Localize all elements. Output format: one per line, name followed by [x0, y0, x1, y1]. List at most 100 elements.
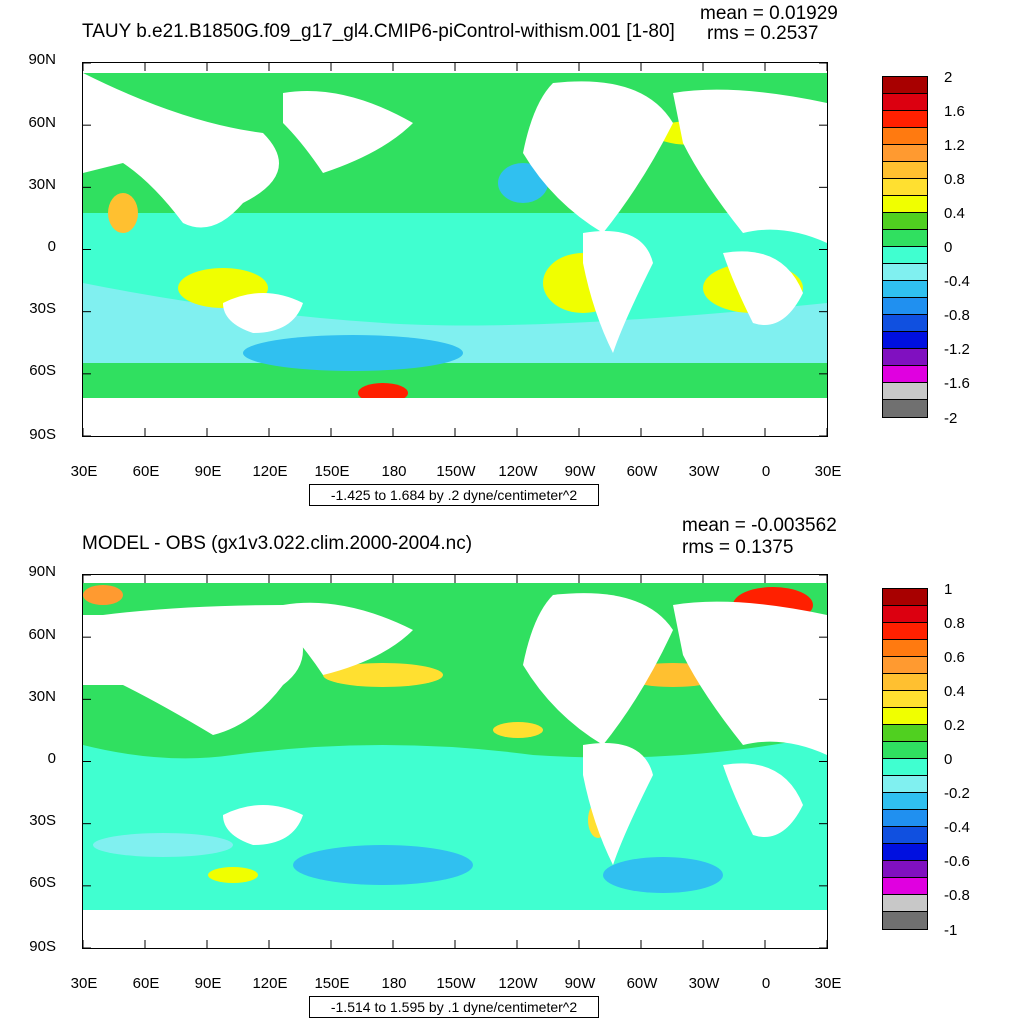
top-lat-label-90n: 90N — [28, 51, 56, 68]
top-colorbar-cell — [883, 111, 927, 128]
bottom-cb-label: 0.4 — [944, 683, 965, 700]
bottom-map — [82, 574, 828, 949]
top-colorbar-cell — [883, 145, 927, 162]
bottom-lat-label-60s: 60S — [29, 874, 56, 891]
top-colorbar-cell — [883, 332, 927, 349]
bottom-cb-label: -0.4 — [944, 819, 970, 836]
top-cb-label: 1.2 — [944, 137, 965, 154]
top-title: TAUY b.e21.B1850G.f09_g17_gl4.CMIP6-piCo… — [82, 21, 675, 42]
bottom-lon-label: 0 — [761, 975, 771, 992]
top-colorbar-cell — [883, 162, 927, 179]
top-cb-label: 0.4 — [944, 205, 965, 222]
bottom-colorbar-cell — [883, 623, 927, 640]
top-lon-label: 150W — [436, 463, 476, 480]
bottom-lat-label-90n: 90N — [28, 563, 56, 580]
top-colorbar — [882, 76, 928, 418]
bottom-colorbar-cell — [883, 742, 927, 759]
top-lon-label: 60E — [132, 463, 160, 480]
top-colorbar-cell — [883, 213, 927, 230]
bottom-lat-label-30n: 30N — [28, 688, 56, 705]
bottom-colorbar-cell — [883, 895, 927, 912]
top-lon-label: 30W — [688, 463, 720, 480]
top-cb-label: -1.2 — [944, 341, 970, 358]
bottom-lat-label-90s: 90S — [29, 938, 56, 955]
bottom-title: MODEL - OBS (gx1v3.022.clim.2000-2004.nc… — [82, 533, 473, 554]
bottom-colorbar-cell — [883, 810, 927, 827]
top-cb-label: 0.8 — [944, 171, 965, 188]
top-colorbar-cell — [883, 196, 927, 213]
top-range-box: -1.425 to 1.684 by .2 dyne/centimeter^2 — [309, 484, 599, 506]
top-lat-label-30n: 30N — [28, 176, 56, 193]
top-lon-label: 120W — [498, 463, 538, 480]
top-lon-label: 30E — [814, 463, 842, 480]
bottom-colorbar-cell — [883, 657, 927, 674]
top-colorbar-cell — [883, 264, 927, 281]
top-lat-label-30s: 30S — [29, 300, 56, 317]
top-colorbar-cell — [883, 298, 927, 315]
top-colorbar-cell — [883, 94, 927, 111]
bottom-cb-label: 1 — [944, 581, 953, 598]
bottom-lon-label: 30W — [688, 975, 720, 992]
bottom-colorbar-cell — [883, 759, 927, 776]
bottom-lat-label-60n: 60N — [28, 626, 56, 643]
bottom-cb-label: -0.8 — [944, 887, 970, 904]
bottom-lat-label-0: 0 — [47, 750, 56, 767]
top-cb-label: 1.6 — [944, 103, 965, 120]
bottom-lon-label: 120W — [498, 975, 538, 992]
bottom-lon-label: 150W — [436, 975, 476, 992]
top-lat-label-60s: 60S — [29, 362, 56, 379]
bottom-cb-label: 0.8 — [944, 615, 965, 632]
top-colorbar-cell — [883, 349, 927, 366]
bottom-lon-label: 30E — [70, 975, 98, 992]
bottom-lon-label: 30E — [814, 975, 842, 992]
bottom-panel: MODEL - OBS (gx1v3.022.clim.2000-2004.nc… — [0, 512, 1024, 1024]
bottom-colorbar-cell — [883, 878, 927, 895]
top-cb-label: 0 — [944, 239, 953, 256]
top-colorbar-cell — [883, 281, 927, 298]
bottom-mean: mean = -0.003562 — [682, 515, 837, 536]
bottom-lon-label: 60W — [626, 975, 658, 992]
bottom-cb-label: 0 — [944, 751, 953, 768]
top-lon-label: 120E — [252, 463, 288, 480]
top-cb-label: -0.4 — [944, 273, 970, 290]
top-colorbar-cell — [883, 247, 927, 264]
top-colorbar-cell — [883, 315, 927, 332]
bottom-range-box: -1.514 to 1.595 by .1 dyne/centimeter^2 — [309, 996, 599, 1018]
top-map — [82, 62, 828, 437]
bottom-cb-label: 0.2 — [944, 717, 965, 734]
top-cb-label: 2 — [944, 69, 953, 86]
top-cb-label: -0.8 — [944, 307, 970, 324]
top-mean: mean = 0.01929 — [700, 3, 838, 24]
top-lat-label-60n: 60N — [28, 114, 56, 131]
bottom-colorbar-cell — [883, 844, 927, 861]
bottom-colorbar-cell — [883, 691, 927, 708]
top-lon-label: 150E — [314, 463, 350, 480]
top-colorbar-cell — [883, 383, 927, 400]
bottom-lon-label: 150E — [314, 975, 350, 992]
top-lon-label: 30E — [70, 463, 98, 480]
top-rms: rms = 0.2537 — [707, 23, 819, 44]
bottom-cb-label: -1 — [944, 922, 958, 939]
bottom-colorbar-cell — [883, 725, 927, 742]
top-cb-label: -2 — [944, 410, 958, 427]
top-colorbar-cell — [883, 77, 927, 94]
top-cb-label: -1.6 — [944, 375, 970, 392]
bottom-colorbar-cell — [883, 912, 927, 929]
bottom-cb-label: -0.2 — [944, 785, 970, 802]
bottom-colorbar-cell — [883, 589, 927, 606]
bottom-colorbar-cell — [883, 827, 927, 844]
bottom-colorbar-cell — [883, 640, 927, 657]
top-lat-label-90s: 90S — [29, 426, 56, 443]
top-colorbar-cell — [883, 400, 927, 417]
top-panel: TAUY b.e21.B1850G.f09_g17_gl4.CMIP6-piCo… — [28, 3, 970, 506]
bottom-colorbar-cell — [883, 793, 927, 810]
top-lat-label-0: 0 — [47, 238, 56, 255]
bottom-rms: rms = 0.1375 — [682, 537, 794, 558]
bottom-colorbar-cell — [883, 708, 927, 725]
bottom-colorbar — [882, 588, 928, 930]
top-map-field — [83, 63, 827, 436]
bottom-lon-label: 90W — [564, 975, 596, 992]
bottom-colorbar-cell — [883, 606, 927, 623]
top-lon-label: 60W — [626, 463, 658, 480]
bottom-lon-label: 180 — [381, 975, 407, 992]
